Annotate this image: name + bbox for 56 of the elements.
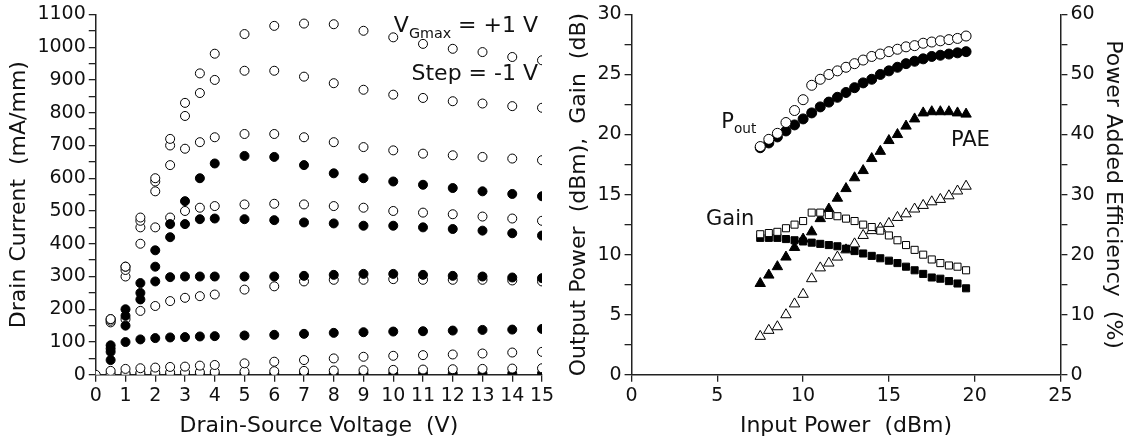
x-tick-label: 2 — [149, 383, 162, 406]
x-tick-label: 9 — [357, 383, 370, 406]
y2-tick-label: 40 — [1070, 121, 1095, 144]
x-tick-label: 8 — [327, 383, 340, 406]
x-tick-label: 11 — [410, 383, 436, 406]
x-tick-label: 12 — [440, 383, 465, 406]
y-tick-label: 700 — [49, 132, 86, 155]
x-tick-label: 20 — [962, 383, 987, 406]
x-tick-label: 7 — [297, 383, 311, 406]
x-tick-label: 15 — [876, 383, 901, 406]
y-axis-title: Drain Current (mA/mm) — [4, 61, 30, 329]
y-axis-title: Output Power (dBm), Gain (dB) — [564, 12, 590, 377]
x-tick-label: 15 — [529, 383, 555, 406]
x-tick-label: 4 — [208, 383, 221, 406]
y2-tick-label: 10 — [1070, 301, 1095, 324]
y2-tick-label: 20 — [1070, 241, 1095, 264]
y-tick-label: 500 — [49, 197, 86, 220]
y-tick-label: 300 — [49, 263, 86, 286]
y-tick-label: 800 — [49, 99, 86, 122]
y-tick-label: 400 — [49, 230, 86, 253]
y2-axis-title: Power Added Efficiency (%) — [1102, 40, 1128, 349]
annotation: PAE — [950, 126, 990, 151]
y2-tick-label: 0 — [1070, 361, 1083, 384]
annotation: Gain — [706, 206, 755, 231]
x-tick-label: 25 — [1048, 383, 1073, 406]
y-tick-label: 900 — [49, 66, 86, 89]
x-tick-label: 0 — [89, 383, 102, 406]
x-tick-label: 5 — [711, 383, 724, 406]
x-tick-label: 14 — [500, 383, 525, 406]
x-tick-label: 1 — [119, 383, 132, 406]
x-tick-label: 6 — [268, 383, 281, 406]
y2-tick-label: 30 — [1070, 181, 1095, 204]
x-tick-label: 10 — [791, 383, 816, 406]
y2-tick-label: 50 — [1070, 61, 1095, 84]
annotation: Step = -1 V — [411, 60, 539, 86]
x-tick-label: 10 — [381, 383, 406, 406]
y-tick-label: 1000 — [37, 34, 86, 57]
x-tick-label: 13 — [470, 383, 495, 406]
y-tick-label: 5 — [609, 301, 622, 324]
y-tick-label: 20 — [597, 121, 622, 144]
x-tick-label: 5 — [238, 383, 251, 406]
y-tick-label: 10 — [597, 241, 622, 264]
x-tick-label: 0 — [625, 383, 638, 406]
x-tick-label: 3 — [178, 383, 192, 406]
y2-tick-label: 60 — [1070, 1, 1095, 24]
y-tick-label: 600 — [49, 165, 86, 188]
y-tick-label: 100 — [49, 328, 86, 351]
y-tick-label: 30 — [597, 1, 622, 24]
y-tick-label: 0 — [609, 361, 622, 384]
y-tick-label: 0 — [73, 361, 86, 384]
y-tick-label: 15 — [597, 181, 622, 204]
x-axis-title: Input Power (dBm) — [739, 411, 953, 437]
y-tick-label: 1100 — [37, 1, 86, 24]
y-tick-label: 200 — [49, 296, 86, 319]
x-axis-title: Drain-Source Voltage (V) — [179, 411, 459, 437]
y-tick-label: 25 — [597, 61, 622, 84]
